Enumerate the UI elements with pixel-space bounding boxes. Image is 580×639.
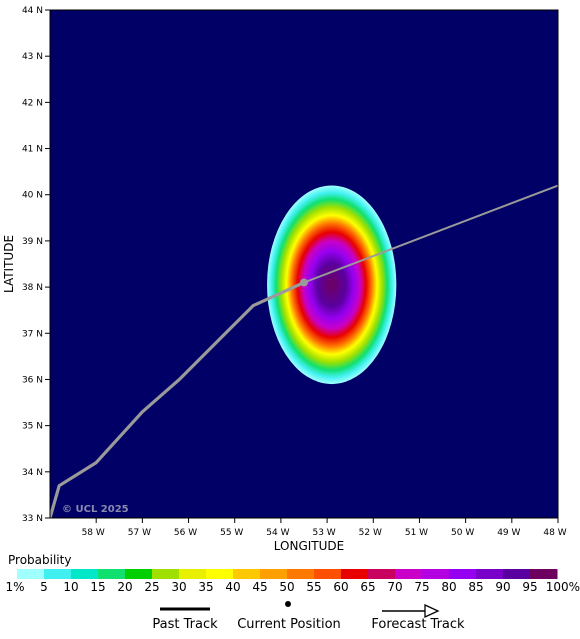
legend-swatch [206,569,234,579]
legend-swatch [314,569,342,579]
x-tick-label: 55 W [220,528,243,538]
forecast-track-key-label: Forecast Track [371,617,465,632]
y-tick-label: 44 N [22,6,43,16]
legend-swatch [287,569,315,579]
legend-label: 95 [522,580,537,594]
legend-label: 65 [360,580,375,594]
x-tick-label: 52 W [359,528,382,538]
legend-label: 10 [63,580,78,594]
x-tick-label: 49 W [497,528,520,538]
x-tick-label: 54 W [266,528,289,538]
legend-label: 75 [414,580,429,594]
plot-frame [49,9,559,519]
probability-field [267,185,397,385]
y-axis-title: LATITUDE [2,235,16,293]
y-tick-label: 43 N [22,52,43,62]
legend-label: 70 [387,580,402,594]
legend-label: 15 [90,580,105,594]
legend-swatch [71,569,99,579]
legend-label: 85 [468,580,483,594]
legend-label: 20 [117,580,132,594]
x-axis-title: LONGITUDE [274,539,344,553]
legend-swatch [17,569,45,579]
legend-label: 45 [252,580,267,594]
copyright-text: © UCL 2025 [62,504,129,515]
probability-legend-labels: 1% 5 10 15 20 25 30 35 40 45 50 55 60 65 70 75 80 85 90 95 1… [5,580,580,594]
legend-swatch [260,569,288,579]
legend-swatch [98,569,126,579]
x-tick-label: 50 W [451,528,474,538]
y-tick-label: 38 N [22,283,43,293]
x-tick-label: 51 W [405,528,428,538]
legend-label: 80 [441,580,456,594]
legend-label: 1% [5,580,24,594]
y-tick-label: 35 N [22,422,43,432]
x-tick-label: 56 W [174,528,197,538]
probability-legend [17,569,558,579]
legend-label: 40 [225,580,240,594]
legend-swatch [368,569,396,579]
y-tick-label: 36 N [22,375,43,385]
legend-label: 25 [144,580,159,594]
legend-swatch [530,569,558,579]
legend-swatch [179,569,207,579]
legend-label: 30 [171,580,186,594]
legend-label: 55 [306,580,321,594]
legend-label: 60 [333,580,348,594]
current-position-marker [300,278,308,287]
legend-swatch [44,569,72,579]
legend-swatch [233,569,261,579]
x-tick-label: 58 W [82,528,105,538]
legend-swatch [341,569,369,579]
current-position-key-dot [285,601,291,607]
legend-swatch [476,569,504,579]
legend-label: 50 [279,580,294,594]
y-tick-label: 33 N [22,514,43,524]
current-position-key-label: Current Position [237,617,341,632]
y-tick-label: 37 N [22,329,43,339]
legend-swatch [395,569,423,579]
x-tick-label: 53 W [312,528,335,538]
x-axis-ticks: 58 W 57 W 56 W 55 W 54 W 53 W 52 W 51 W 50 W 49 W… [82,518,567,538]
y-tick-label: 41 N [22,145,43,155]
legend-label: 100% [546,580,580,594]
forecast-track-key-arrowhead [424,603,440,619]
legend-label: 90 [495,580,510,594]
legend-swatch [422,569,450,579]
legend-swatch [449,569,477,579]
legend-swatch [125,569,153,579]
y-axis-ticks: 33 N 34 N 35 N 36 N 37 N 38 N 39 N 40 N 41 N 42 N… [22,6,50,524]
y-tick-label: 34 N [22,468,43,478]
legend-label: 35 [198,580,213,594]
legend-label: 5 [40,580,48,594]
legend-swatch [503,569,531,579]
x-tick-label: 57 W [128,528,151,538]
x-tick-label: 48 W [543,528,566,538]
past-track-key-label: Past Track [152,617,218,632]
y-tick-label: 39 N [22,237,43,247]
forecast-track-line [303,184,558,284]
legend-swatch [152,569,180,579]
legend-title: Probability [8,553,71,567]
past-track-line [50,281,305,518]
y-tick-label: 40 N [22,191,43,201]
y-tick-label: 42 N [22,98,43,108]
